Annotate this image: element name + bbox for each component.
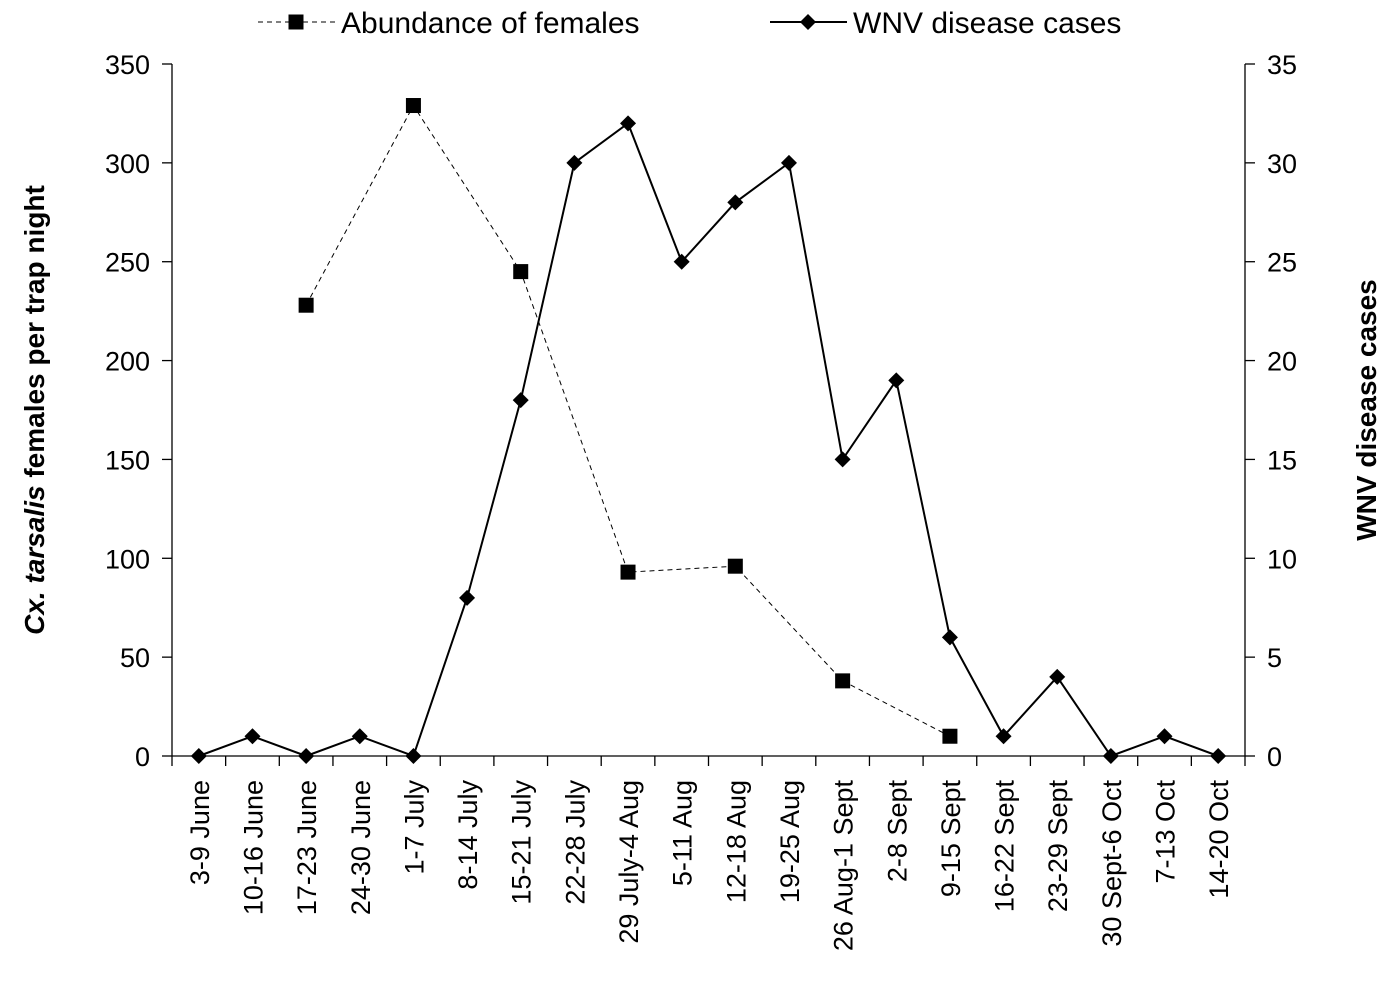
data-point-square <box>620 564 636 580</box>
y-tick-left-label: 250 <box>105 248 150 278</box>
series-line <box>305 104 951 737</box>
y-tick-right-label: 35 <box>1267 50 1297 80</box>
y-tick-left-label: 50 <box>120 643 150 673</box>
tick-labels: 0 50 100 150 200 250 300 350 0 5 10 15 20 25 30 35 3-9 J… <box>105 50 1297 951</box>
y-axis-title-left: Cx. tarsalis females per trap night <box>19 185 50 635</box>
x-tick-label: 15-21 July <box>507 780 537 905</box>
data-point-diamond <box>780 154 797 171</box>
y-tick-left-label: 300 <box>105 149 150 179</box>
data-point-diamond <box>620 115 637 132</box>
y-tick-left-label: 200 <box>105 347 150 377</box>
y-tick-left-label: 350 <box>105 50 150 80</box>
data-point-diamond <box>995 728 1012 745</box>
x-tick-label: 26 Aug-1 Sept <box>829 780 859 952</box>
data-point-square <box>298 297 314 313</box>
data-point-diamond <box>834 451 851 468</box>
data-point-diamond <box>244 728 261 745</box>
y-axis-title-right: WNV disease cases <box>1351 279 1382 541</box>
data-point-diamond <box>888 372 905 389</box>
x-tick-label: 7-13 Oct <box>1151 780 1181 884</box>
legend: Abundance of females WNV disease cases <box>258 7 1121 40</box>
x-tick-label: 16-22 Sept <box>990 780 1020 913</box>
axes <box>162 63 1255 766</box>
legend-item-1: Abundance of females <box>258 7 640 40</box>
y-tick-right-label: 25 <box>1267 248 1297 278</box>
data-point-diamond <box>566 154 583 171</box>
x-tick-label: 30 Sept-6 Oct <box>1097 780 1127 947</box>
legend-marker-diamond <box>800 14 816 30</box>
y-tick-right-label: 0 <box>1267 742 1282 772</box>
data-point-diamond <box>405 748 422 764</box>
data-point-diamond <box>459 589 476 606</box>
data-point-diamond <box>941 629 958 646</box>
data-point-square <box>405 98 421 114</box>
data-point-diamond <box>1102 748 1119 764</box>
x-tick-label: 12-18 Aug <box>721 780 751 903</box>
x-tick-label: 1-7 July <box>399 780 429 875</box>
x-tick-label: 3-9 June <box>185 780 215 885</box>
data-point-square <box>942 728 958 744</box>
y-tick-right-label: 15 <box>1267 445 1297 475</box>
y-tick-left-label: 0 <box>135 742 150 772</box>
legend-item-2: WNV disease cases <box>770 7 1121 40</box>
x-tick-label: 19-25 Aug <box>775 780 805 903</box>
data-point-square <box>513 264 529 280</box>
series-2 <box>190 115 1227 764</box>
data-point-diamond <box>1156 728 1173 745</box>
data-point-diamond <box>298 748 315 764</box>
data-point-diamond <box>351 728 368 745</box>
x-tick-label: 2-8 Sept <box>882 780 912 883</box>
legend-marker-square <box>288 14 304 30</box>
series-1 <box>298 98 958 744</box>
x-tick-label: 24-30 June <box>346 780 376 915</box>
y-tick-left-label: 100 <box>105 544 150 574</box>
data-point-square <box>727 558 743 574</box>
x-tick-label: 9-15 Sept <box>936 780 966 898</box>
data-point-diamond <box>1049 668 1066 685</box>
y-tick-right-label: 5 <box>1267 643 1282 673</box>
y-tick-right-label: 10 <box>1267 544 1297 574</box>
x-tick-label: 29 July-4 Aug <box>614 780 644 944</box>
x-tick-label: 14-20 Oct <box>1204 780 1234 899</box>
data-point-diamond <box>190 748 207 764</box>
x-tick-label: 17-23 June <box>292 780 322 915</box>
y-axis-title-left-italic: Cx. tarsalis <box>19 485 50 634</box>
legend-label: Abundance of females <box>341 7 640 40</box>
series <box>190 98 1227 764</box>
data-point-diamond <box>1210 748 1227 764</box>
y-tick-right-label: 30 <box>1267 149 1297 179</box>
x-tick-label: 23-29 Sept <box>1043 780 1073 913</box>
x-tick-label: 22-28 July <box>560 780 590 905</box>
series-line <box>198 121 1219 758</box>
x-tick-label: 5-11 Aug <box>668 780 698 886</box>
y-tick-left-label: 150 <box>105 445 150 475</box>
data-point-diamond <box>673 253 690 270</box>
x-tick-label: 8-14 July <box>453 780 483 890</box>
data-point-diamond <box>512 392 529 409</box>
axis-titles: Cx. tarsalis females per trap night WNV … <box>19 185 1382 635</box>
y-axis-title-left-rest: females per trap night <box>19 185 50 485</box>
data-point-diamond <box>727 194 744 211</box>
legend-label: WNV disease cases <box>853 7 1121 40</box>
data-point-square <box>835 673 851 689</box>
x-tick-label: 10-16 June <box>238 780 268 915</box>
y-tick-right-label: 20 <box>1267 347 1297 377</box>
